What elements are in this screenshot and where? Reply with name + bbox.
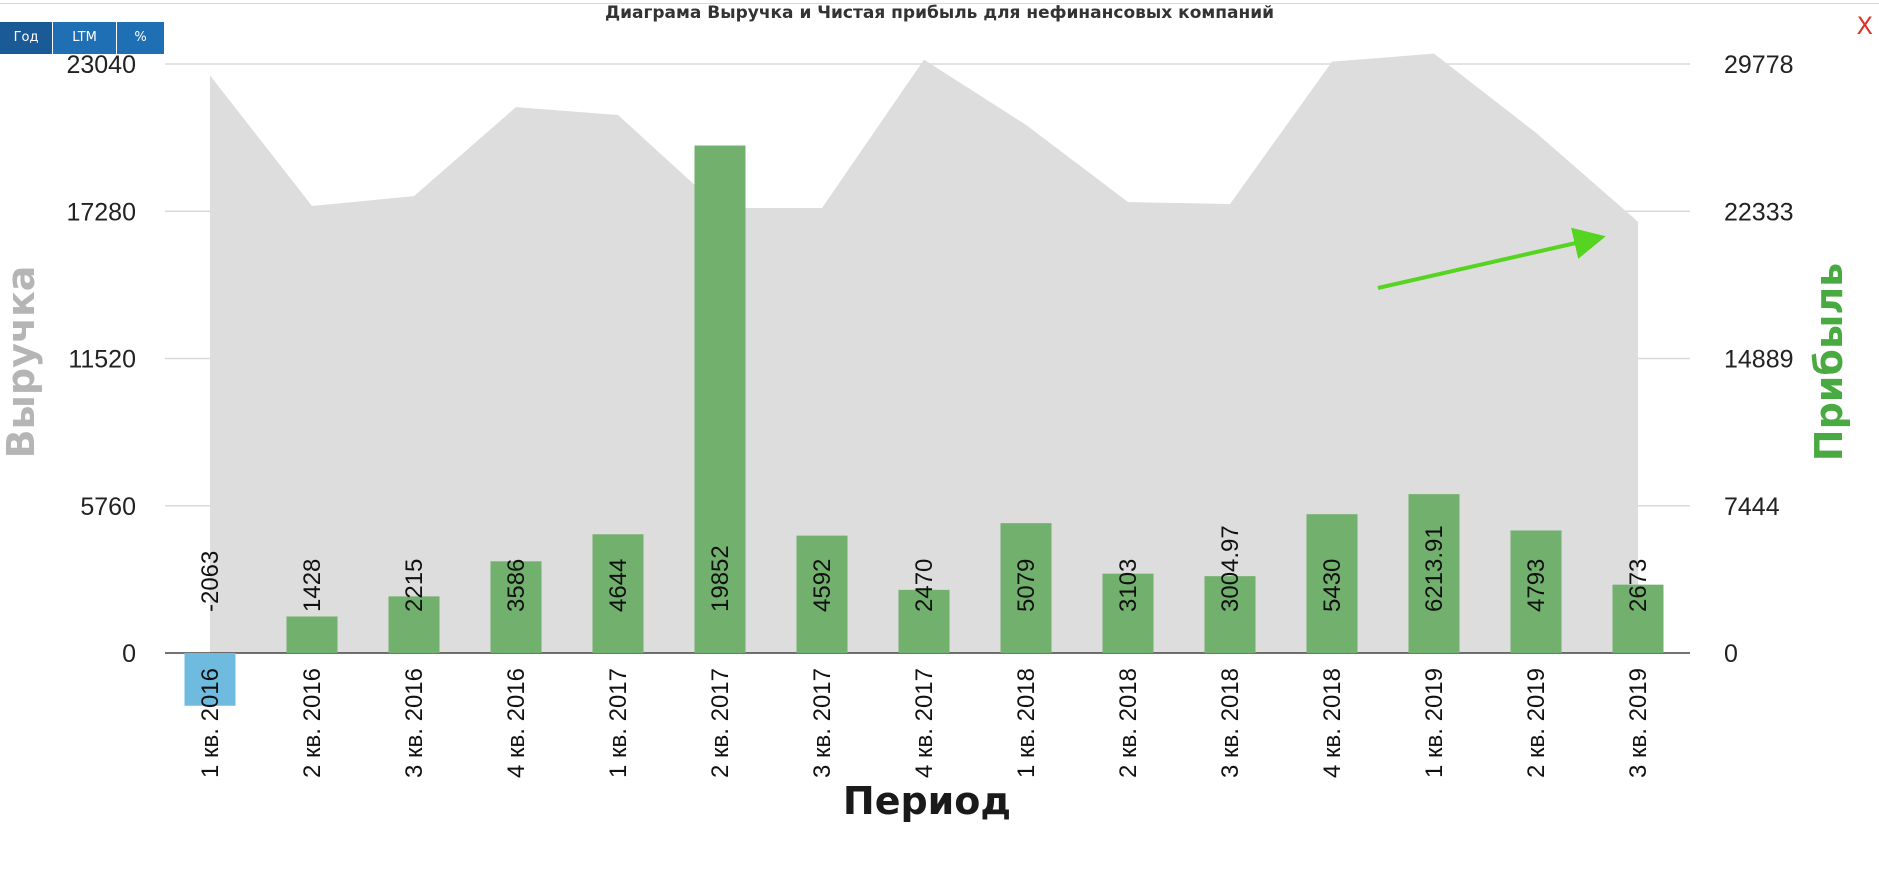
x-tick-label: 1 кв. 2016 [197,668,224,778]
x-tick-label: 3 кв. 2019 [1625,668,1652,778]
bar-data-label: 2470 [911,559,938,612]
right-tick-label: 29778 [1724,51,1794,79]
profit-bar [898,589,950,653]
x-tick-label: 1 кв. 2017 [605,668,632,778]
bar-data-label: 4644 [605,559,632,612]
bar-data-label: 3586 [503,559,530,612]
bar-data-label: 4592 [809,559,836,612]
x-tick-label: 2 кв. 2019 [1523,668,1550,778]
bar-data-label: 5430 [1319,559,1346,612]
right-tick-label: 22333 [1724,198,1794,226]
ltm-button[interactable]: LTM [53,22,117,54]
chart-title: Диаграма Выручка и Чистая прибыль для не… [604,3,1275,23]
x-tick-label: 1 кв. 2019 [1421,668,1448,778]
profit-bar [1102,573,1154,653]
profit-bar [592,534,644,653]
profit-bar [1306,514,1358,653]
profit-bar [1510,530,1562,653]
x-tick-label: 2 кв. 2018 [1115,668,1142,778]
x-tick-label: 4 кв. 2016 [503,668,530,778]
bar-data-label: 3103 [1115,559,1142,612]
right-tick-label: 0 [1724,640,1738,668]
right-axis-title: Прибыль [1807,263,1851,461]
profit-bar [694,145,746,653]
bar-data-label: 2215 [401,559,428,612]
bar-data-label: 2673 [1625,559,1652,612]
x-tick-label: 1 кв. 2018 [1013,668,1040,778]
year-button[interactable]: Год [0,22,53,54]
right-tick-label: 7444 [1724,493,1780,521]
left-tick-label: 0 [122,640,136,668]
close-icon[interactable]: X [1856,12,1873,40]
left-tick-label: 17280 [66,198,136,226]
x-tick-label: 4 кв. 2018 [1319,668,1346,778]
x-tick-label: 2 кв. 2016 [299,668,326,778]
bar-data-label: 5079 [1013,559,1040,612]
profit-bar [796,535,848,653]
percent-button[interactable]: % [117,22,165,54]
right-tick-label: 14889 [1724,346,1794,374]
x-tick-label: 3 кв. 2016 [401,668,428,778]
profit-bar [184,653,236,706]
x-axis-title: Период [843,779,1011,823]
bar-data-label: 4793 [1523,559,1550,612]
left-tick-label: 23040 [66,51,136,79]
profit-bar [1408,494,1460,653]
left-tick-label: 11520 [68,346,136,374]
profit-bar [1612,584,1664,653]
bar-data-label: 6213.91 [1421,525,1448,612]
x-tick-label: 2 кв. 2017 [707,668,734,778]
x-tick-label: 3 кв. 2017 [809,668,836,778]
profit-bar [388,596,440,653]
profit-bar [286,616,338,653]
profit-bar [1000,523,1052,653]
left-axis-title: Выручка [0,266,43,459]
bar-data-label: 3004.97 [1217,525,1244,612]
bar-data-label: 19852 [707,545,734,612]
left-tick-label: 5760 [80,493,136,521]
profit-bar [490,561,542,653]
bar-data-label: -2063 [197,551,224,612]
arrow-annotation [1377,227,1606,290]
x-tick-label: 3 кв. 2018 [1217,668,1244,778]
profit-bar [1204,576,1256,653]
top-border [0,3,1879,4]
x-tick-label: 4 кв. 2017 [911,668,938,778]
bar-data-label: 1428 [299,559,326,612]
revenue-area [210,53,1638,654]
